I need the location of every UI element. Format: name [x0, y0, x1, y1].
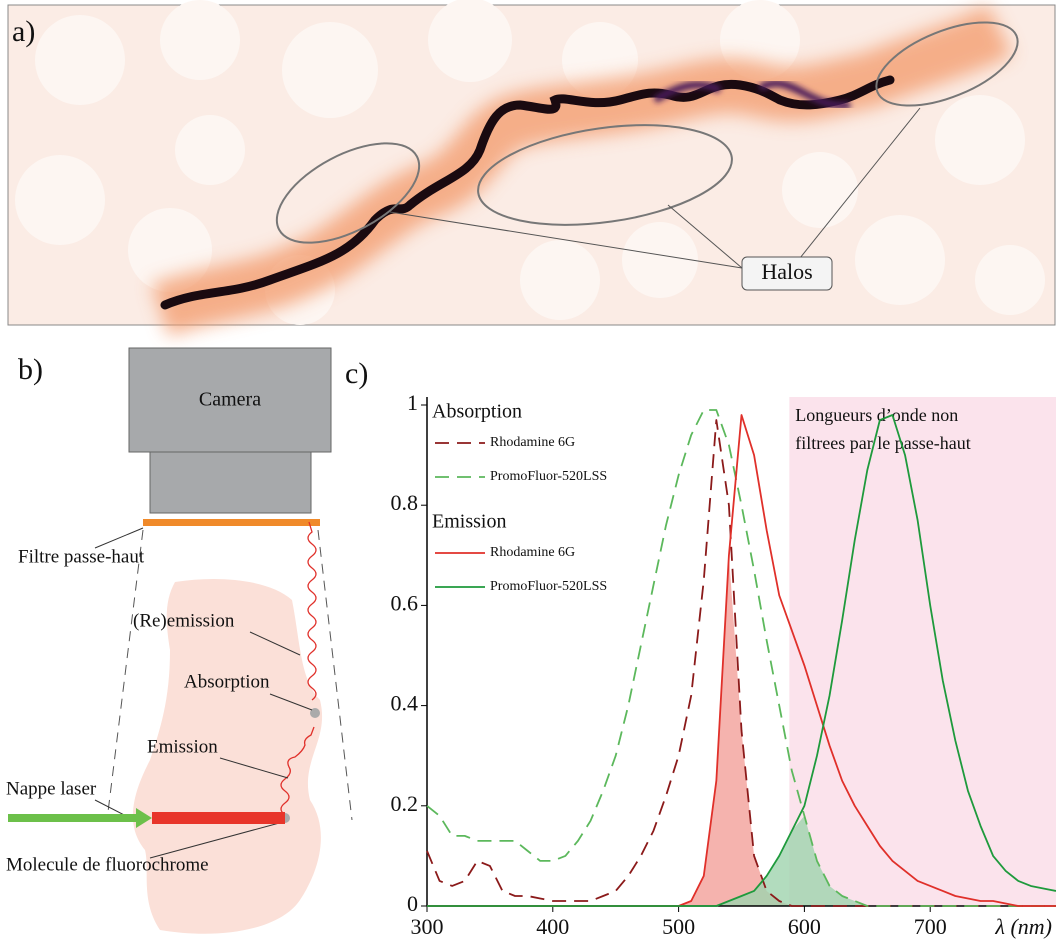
- panel-a: Halos a): [7, 0, 1056, 337]
- panel-label: b): [18, 353, 43, 386]
- filter: [143, 519, 320, 526]
- laser-label: Nappe laser: [6, 778, 97, 799]
- emission-wave: [280, 521, 317, 816]
- laser-arrowhead: [136, 808, 152, 828]
- series-line: [427, 414, 1056, 907]
- flame-detail: [653, 79, 851, 109]
- x-tick-label: 300: [411, 914, 444, 939]
- x-tick-label: 600: [788, 914, 821, 939]
- x-tick-label: 500: [662, 914, 695, 939]
- legend-entry: PromoFluor-520LSS: [490, 579, 607, 594]
- highlight-text: filtrees par le passe-haut: [795, 433, 970, 453]
- panel-label: c): [345, 357, 368, 390]
- panel-b: b) Camera Filtre passe-haut (Re)emission…: [6, 347, 353, 934]
- camera-body: [128, 347, 332, 453]
- laser-sheet: [152, 812, 285, 824]
- y-tick-label: 0.4: [391, 691, 419, 716]
- absorption-label: Absorption: [184, 671, 270, 692]
- y-tick-label: 0.6: [391, 590, 419, 615]
- flame-region: [132, 579, 323, 934]
- halo-leaders: [389, 107, 921, 269]
- reemission-label: (Re)emission: [133, 610, 235, 631]
- flame-front: [160, 75, 895, 310]
- halo-ellipses: [275, 21, 1019, 244]
- x-tick-label: 400: [536, 914, 569, 939]
- laser-arrow: [8, 814, 138, 822]
- emission-label: Emission: [147, 736, 218, 757]
- field-of-view: [107, 529, 353, 821]
- legend-entry: Rhodamine 6G: [490, 435, 575, 450]
- legend-entry: PromoFluor-520LSS: [490, 469, 607, 484]
- y-tick-label: 0.2: [391, 791, 419, 816]
- absorbing-molecule: [310, 708, 320, 718]
- legend-group: Absorption: [432, 401, 522, 423]
- y-tick-label: 0: [407, 891, 418, 916]
- highlight-band: [789, 397, 1056, 906]
- panel-c: c) Longueurs d’onde non filtrees par le p…: [345, 357, 1056, 939]
- camera-lens: [149, 451, 312, 514]
- y-tick-label: 0.8: [391, 490, 419, 515]
- halos-box: [741, 256, 833, 291]
- legend-entry: Rhodamine 6G: [490, 545, 575, 560]
- halos-label: Halos: [761, 259, 812, 284]
- legend-group: Emission: [432, 511, 506, 533]
- highlight-text: Longueurs d’onde non: [795, 405, 958, 425]
- x-axis-label: λ (nm): [994, 914, 1052, 939]
- panel-label: a): [12, 15, 35, 48]
- leader: [94, 527, 144, 549]
- molecule-label: Molecule de fluorochrome: [6, 854, 209, 875]
- y-tick-label: 1: [407, 390, 418, 415]
- series-line: [426, 409, 1056, 907]
- filter-label: Filtre passe-haut: [18, 546, 145, 567]
- camera-label: Camera: [199, 389, 261, 411]
- x-tick-label: 700: [914, 914, 947, 939]
